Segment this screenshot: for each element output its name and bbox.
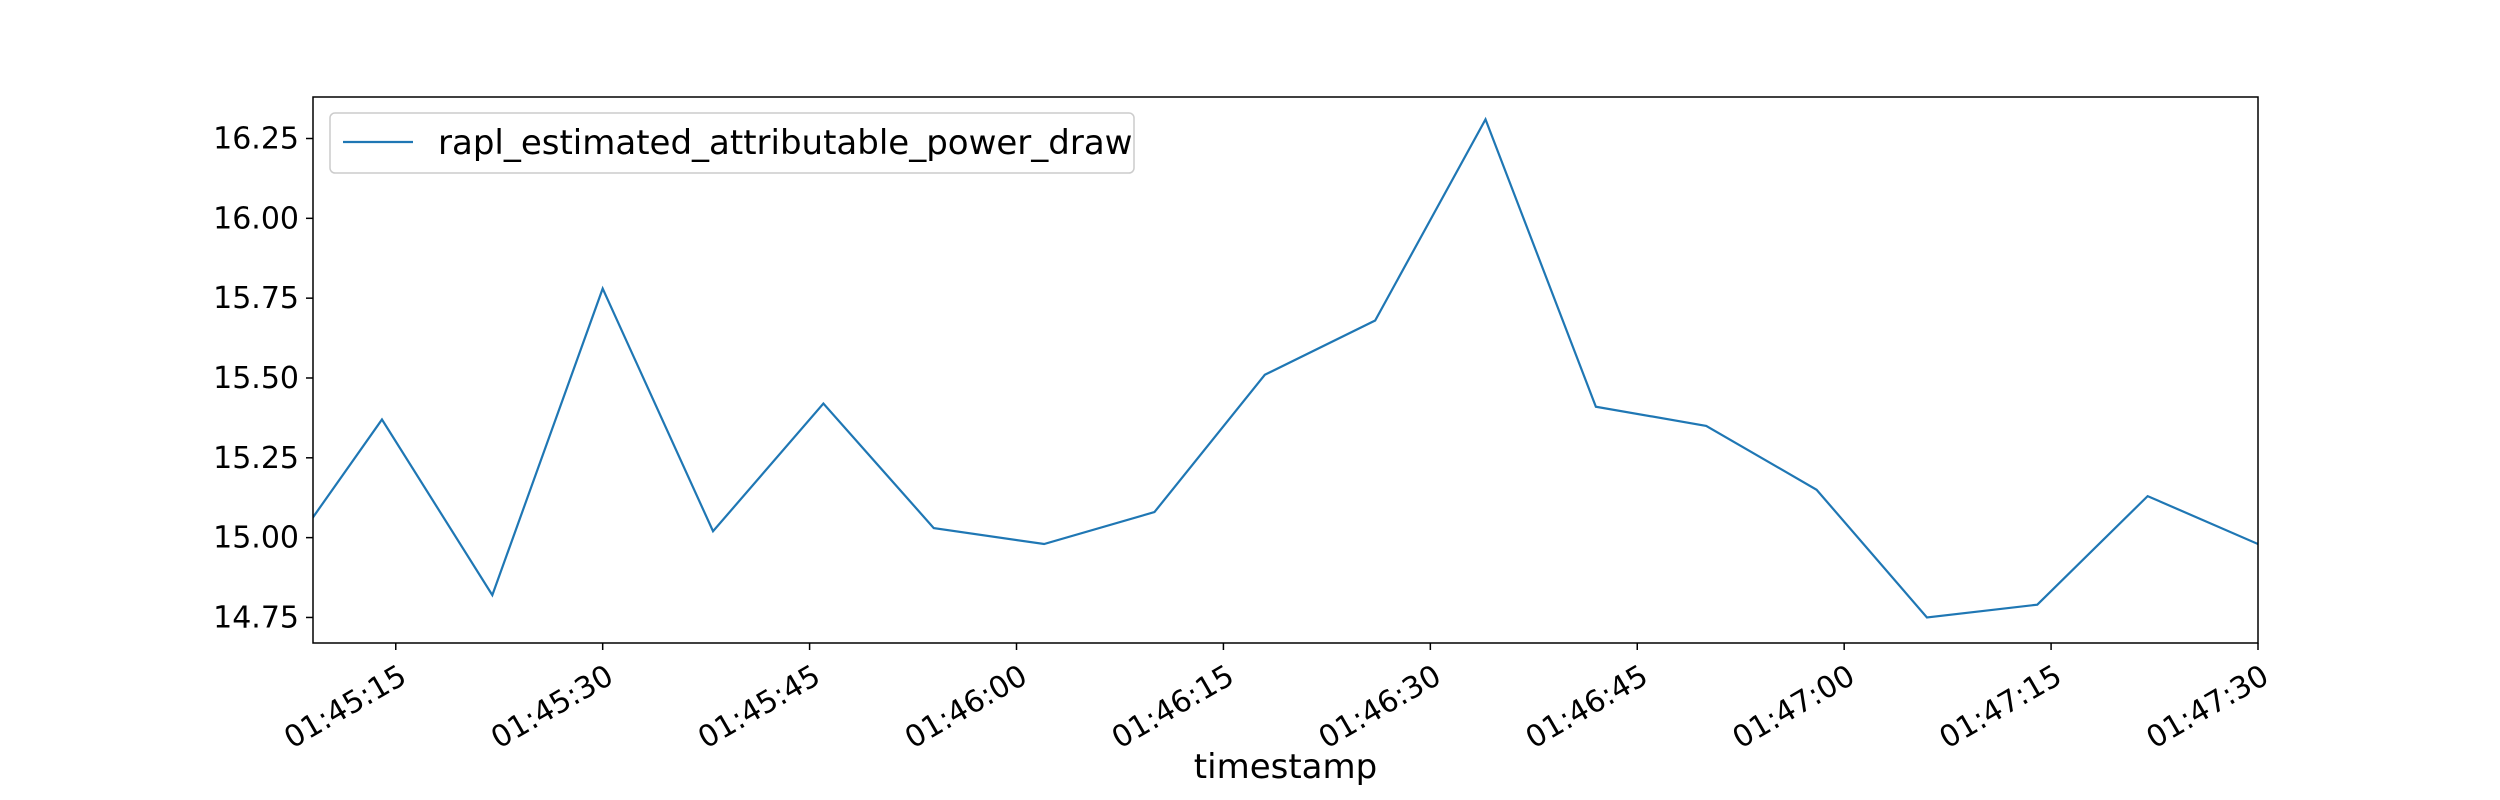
legend-entry: rapl_estimated_attributable_power_draw bbox=[438, 123, 1133, 163]
legend-box bbox=[329, 112, 1135, 174]
y-tick-label: 16.00 bbox=[213, 201, 299, 236]
y-tick-label: 15.50 bbox=[213, 361, 299, 396]
y-axis: 14.75 15.00 15.25 15.50 15.75 16.00 16.25 bbox=[213, 122, 313, 635]
legend: rapl_estimated_attributable_power_draw bbox=[329, 112, 1135, 174]
y-tick-label: 15.75 bbox=[213, 281, 299, 316]
y-tick-label: 16.25 bbox=[213, 122, 299, 157]
series-line bbox=[313, 116, 2258, 619]
x-axis-label: timestamp bbox=[1194, 747, 1377, 787]
y-tick-label: 15.25 bbox=[213, 441, 299, 476]
plot-area bbox=[313, 116, 2258, 619]
y-tick-label: 14.75 bbox=[213, 600, 299, 635]
y-tick-label: 15.00 bbox=[213, 521, 299, 556]
plot-frame bbox=[312, 96, 2259, 644]
